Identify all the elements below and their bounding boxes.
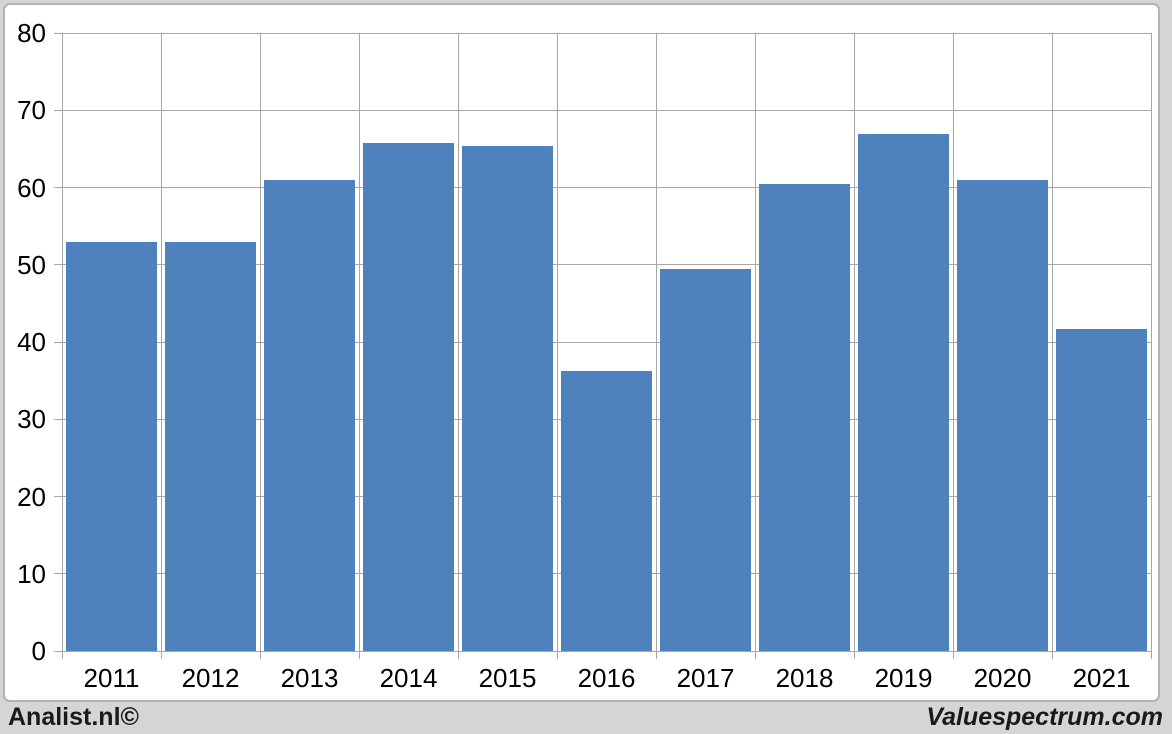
branding-analist: Analist.nl©	[8, 703, 139, 731]
branding-valuespectrum: Valuespectrum.com	[926, 703, 1163, 731]
chart-panel	[3, 3, 1160, 702]
